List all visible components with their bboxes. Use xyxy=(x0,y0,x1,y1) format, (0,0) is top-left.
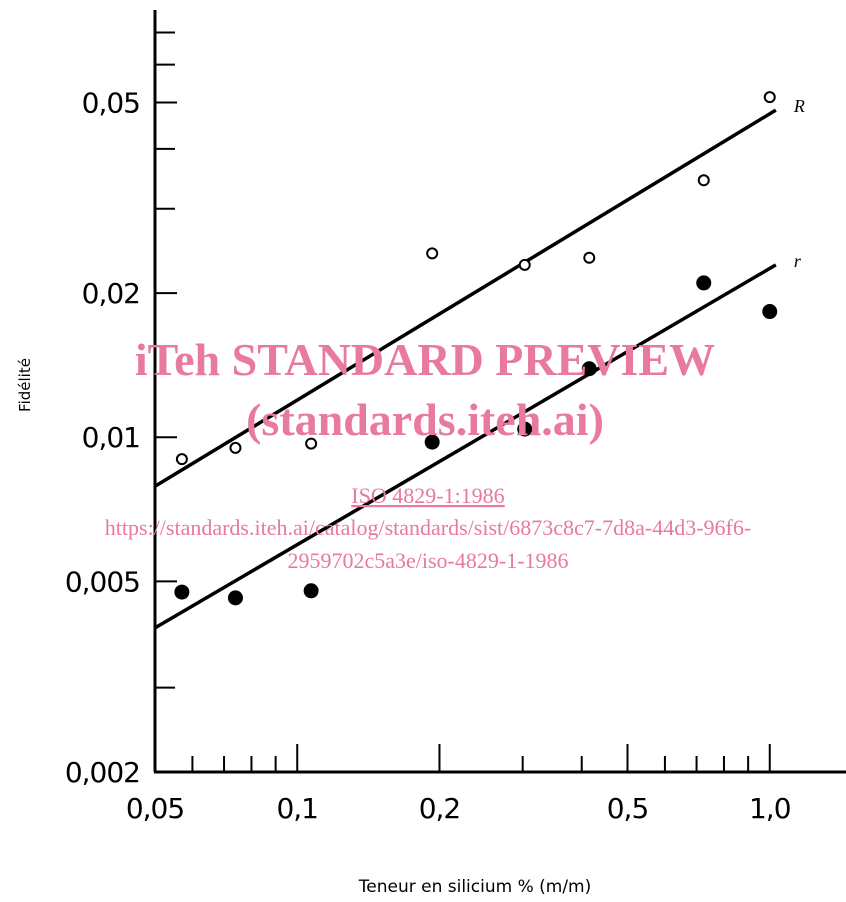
x-tick-label: 1,0 xyxy=(749,792,791,825)
y-tick-label: 0,01 xyxy=(82,421,140,454)
watermark-title: iTeh STANDARD PREVIEW xyxy=(135,334,715,385)
point xyxy=(303,583,319,599)
series-label: R xyxy=(793,96,805,116)
watermark-site: (standards.iteh.ai) xyxy=(246,394,604,445)
y-tick-label: 0,005 xyxy=(65,565,140,598)
x-tick-label: 0,2 xyxy=(419,792,461,825)
fit-line xyxy=(154,108,777,488)
x-tick-label: 0,5 xyxy=(607,792,649,825)
fit-line xyxy=(154,263,777,630)
x-tick-label: 0,1 xyxy=(276,792,318,825)
point xyxy=(426,247,439,260)
series-label: r xyxy=(794,251,802,271)
y-tick-label: 0,05 xyxy=(82,86,140,119)
point xyxy=(763,91,776,104)
watermark-standard: ISO 4829-1:1986 xyxy=(351,483,504,508)
y-tick-label: 0,002 xyxy=(65,756,140,789)
x-tick-label: 0,05 xyxy=(126,792,184,825)
point xyxy=(517,421,533,437)
point xyxy=(174,584,190,600)
point xyxy=(518,258,531,271)
y-tick-label: 0,02 xyxy=(82,277,140,310)
watermark-url: 2959702c5a3e/iso-4829-1-1986 xyxy=(287,548,568,573)
point xyxy=(762,304,778,320)
point xyxy=(227,590,243,606)
point xyxy=(581,361,597,377)
x-axis-label: Teneur en silicium % (m/m) xyxy=(358,877,592,897)
point xyxy=(424,434,440,450)
point xyxy=(305,437,318,450)
y-axis-label: Fidélité xyxy=(16,358,34,412)
point xyxy=(697,174,710,187)
watermark-url: https://standards.iteh.ai/catalog/standa… xyxy=(105,515,751,540)
point xyxy=(696,275,712,291)
point xyxy=(583,251,596,264)
point xyxy=(229,441,242,454)
point xyxy=(175,453,188,466)
